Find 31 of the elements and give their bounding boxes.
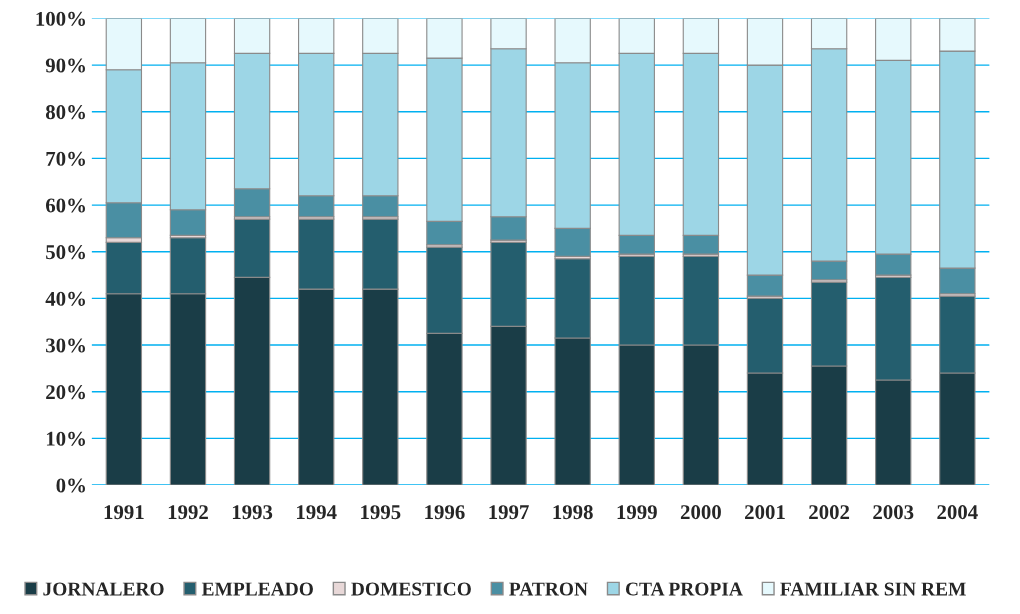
x-tick-label: 1993 (232, 505, 273, 520)
x-tick-label: 2000 (680, 505, 721, 520)
legend-label: CTA PROPIA (625, 582, 743, 596)
legend-label: EMPLEADO (201, 582, 313, 596)
y-tick-label: 80% (45, 105, 85, 120)
x-tick-label: 1992 (168, 505, 208, 520)
x-tick-label: 2002 (809, 505, 850, 520)
x-tick-label: 2003 (873, 505, 914, 520)
x-tick-label: 1999 (617, 505, 657, 520)
x-tick-label: 1998 (553, 505, 593, 520)
x-tick-label: 1997 (489, 505, 529, 520)
x-tick-label: 2004 (937, 505, 978, 520)
y-tick-label: 0% (56, 478, 85, 493)
legend-label: PATRON (509, 582, 588, 596)
y-tick-label: 50% (46, 245, 85, 260)
y-tick-label: 10% (46, 431, 85, 446)
x-tick-label: 1995 (361, 505, 401, 520)
x-tick-label: 1994 (297, 505, 337, 520)
y-tick-label: 70% (46, 151, 85, 166)
y-tick-label: 20% (46, 385, 85, 400)
y-tick-label: 90% (45, 58, 85, 73)
y-tick-label: 60% (45, 198, 85, 213)
legend-label: JORNALERO (43, 582, 164, 596)
legend-label: DOMESTICO (351, 582, 471, 596)
x-tick-label: 1996 (425, 505, 465, 520)
x-tick-label: 1991 (104, 505, 144, 520)
y-tick-label: 40% (45, 291, 85, 306)
y-tick-label: 30% (46, 338, 85, 353)
legend-label: FAMILIAR SIN REM (780, 582, 966, 596)
y-tick-label: 100% (36, 11, 85, 26)
x-tick-label: 2001 (745, 505, 785, 520)
